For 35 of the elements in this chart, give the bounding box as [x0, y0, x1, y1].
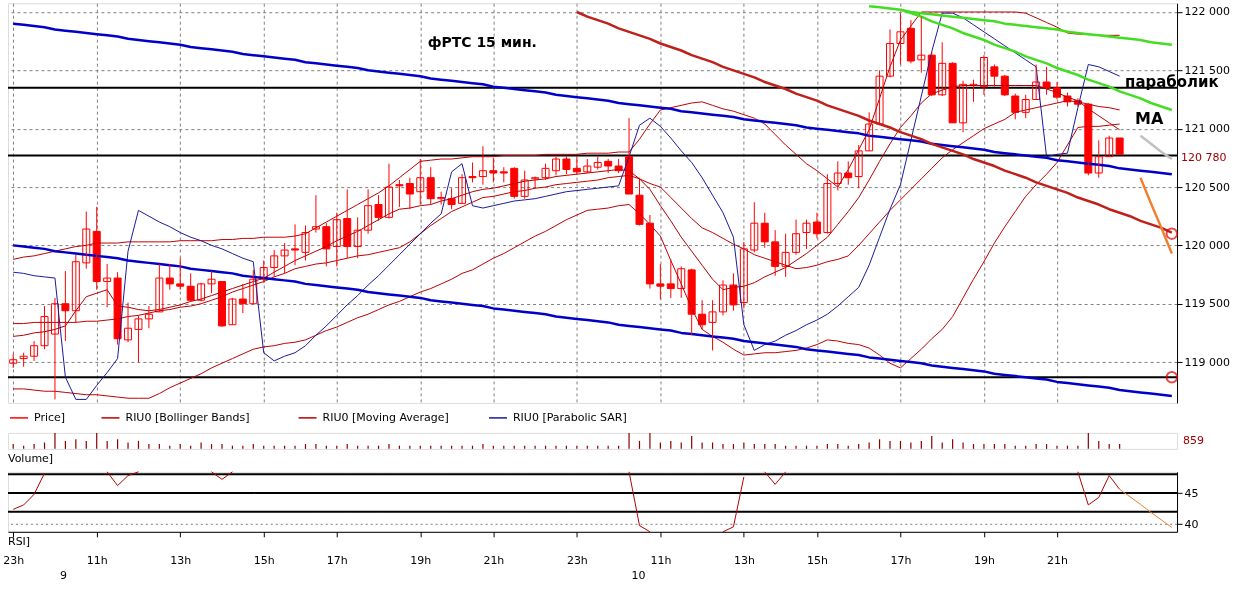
- x-tick-label: 15h: [253, 554, 275, 568]
- y-tick-label: 121 000: [1184, 122, 1230, 136]
- x-tick-label: 13h: [170, 554, 192, 568]
- x-tick-label: 19h: [973, 554, 995, 568]
- y-tick-label: 119 000: [1184, 355, 1230, 369]
- text: фРТС 15 мин.: [427, 34, 537, 51]
- x-tick-label: 11h: [650, 554, 672, 568]
- x-tick-label: 23h: [3, 554, 25, 568]
- y-tick-label: 120 000: [1184, 238, 1230, 252]
- text: 120 780: [1181, 151, 1227, 165]
- x-tick-label: 17h: [326, 554, 348, 568]
- x-tick-label: 19h: [410, 554, 432, 568]
- y-tick-label: 120 500: [1184, 180, 1230, 194]
- y-tick-label: 45: [1184, 486, 1199, 500]
- y-tick-label: 121 500: [1184, 63, 1230, 77]
- x-tick-label: 11h: [86, 554, 108, 568]
- text: 859: [1183, 433, 1205, 447]
- text: 10: [631, 568, 646, 582]
- legend-label: Price]: [33, 410, 66, 424]
- text: RSI]: [7, 534, 31, 548]
- text: Volume]: [7, 451, 54, 465]
- x-tick-label: 23h: [566, 554, 588, 568]
- x-tick-label: 13h: [733, 554, 755, 568]
- text: 9: [59, 568, 67, 582]
- x-tick-label: 17h: [890, 554, 912, 568]
- y-tick-label: 122 000: [1184, 5, 1230, 19]
- y-tick-label: 119 500: [1184, 297, 1230, 311]
- x-tick-label: 15h: [806, 554, 828, 568]
- annotation: MA: [1135, 109, 1164, 129]
- legend-label: RIU0 [Bollinger Bands]: [125, 410, 250, 424]
- x-tick-label: 21h: [1047, 554, 1069, 568]
- legend-label: RIU0 [Parabolic SAR]: [512, 410, 627, 424]
- legend-label: RIU0 [Moving Average]: [322, 410, 449, 424]
- x-tick-label: 21h: [483, 554, 505, 568]
- y-tick-label: 40: [1184, 517, 1199, 531]
